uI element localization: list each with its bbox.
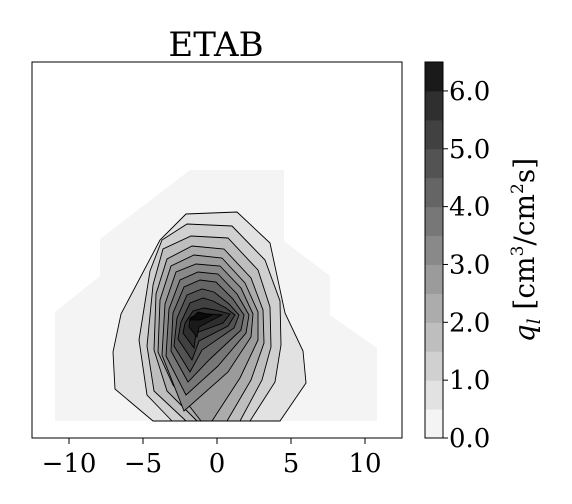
- x-tick-label: −10: [42, 449, 97, 479]
- colorbar-band: [425, 322, 443, 351]
- colorbar-tick-label: 4.0: [449, 193, 490, 223]
- colorbar-band: [425, 409, 443, 438]
- colorbar-band: [425, 380, 443, 409]
- colorbar-band: [425, 264, 443, 293]
- colorbar-tick-label: 0.0: [449, 424, 490, 454]
- svg-text:ql [cm3/cm2s]: ql [cm3/cm2s]: [508, 158, 545, 342]
- colorbar-band: [425, 120, 443, 149]
- x-tick-label: 10: [348, 449, 381, 479]
- colorbar-band: [425, 91, 443, 120]
- colorbar-tick-label: 3.0: [449, 250, 490, 280]
- x-axis: −10 −5 0 5 10: [42, 438, 382, 479]
- colorbar-band: [425, 178, 443, 207]
- contour-fills: [55, 170, 377, 421]
- colorbar-label: ql [cm3/cm2s]: [508, 158, 545, 342]
- x-tick-label: −5: [124, 449, 162, 479]
- colorbar-band: [425, 62, 443, 91]
- colorbar: 0.0 1.0 2.0 3.0 4.0 5.0 6.0: [425, 62, 490, 454]
- colorbar-tick-label: 6.0: [449, 77, 490, 107]
- colorbar-tick-label: 5.0: [449, 135, 490, 165]
- x-tick-label: 0: [209, 449, 226, 479]
- colorbar-tick-label: 2.0: [449, 308, 490, 338]
- colorbar-band: [425, 293, 443, 322]
- colorbar-band: [425, 236, 443, 265]
- colorbar-band: [425, 351, 443, 380]
- chart-title: ETAB: [168, 25, 263, 65]
- colorbar-band: [425, 149, 443, 178]
- colorbar-band: [425, 207, 443, 236]
- x-tick-label: 5: [283, 449, 300, 479]
- colorbar-tick-label: 1.0: [449, 366, 490, 396]
